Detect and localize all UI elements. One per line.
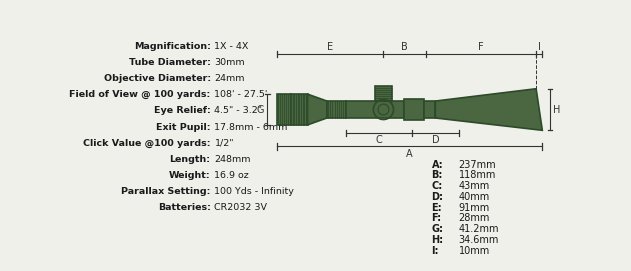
Polygon shape xyxy=(307,94,327,125)
Text: 16.9 oz: 16.9 oz xyxy=(215,171,249,180)
Text: I:: I: xyxy=(432,246,439,256)
Polygon shape xyxy=(292,94,307,125)
Text: 248mm: 248mm xyxy=(215,155,251,164)
Polygon shape xyxy=(404,99,424,120)
Polygon shape xyxy=(424,101,435,118)
Text: 40mm: 40mm xyxy=(459,192,490,202)
Text: 41.2mm: 41.2mm xyxy=(459,224,499,234)
Text: I: I xyxy=(538,42,541,52)
Text: Eye Relief:: Eye Relief: xyxy=(154,107,211,115)
Polygon shape xyxy=(375,86,392,101)
Polygon shape xyxy=(276,94,292,125)
Text: 34.6mm: 34.6mm xyxy=(459,235,499,245)
Text: Tube Diameter:: Tube Diameter: xyxy=(129,58,211,67)
Text: 1/2": 1/2" xyxy=(215,139,234,148)
Text: D:: D: xyxy=(432,192,444,202)
Text: C: C xyxy=(376,135,382,145)
Text: Length:: Length: xyxy=(170,155,211,164)
Text: 4.5" - 3.2": 4.5" - 3.2" xyxy=(215,107,262,115)
Text: 30mm: 30mm xyxy=(215,58,245,67)
Text: G:: G: xyxy=(432,224,444,234)
Text: A: A xyxy=(406,149,413,159)
Text: 237mm: 237mm xyxy=(459,160,496,170)
Text: 10mm: 10mm xyxy=(459,246,490,256)
Text: B:: B: xyxy=(432,170,443,180)
Text: 108' - 27.5': 108' - 27.5' xyxy=(215,90,268,99)
Text: Field of View @ 100 yards:: Field of View @ 100 yards: xyxy=(69,90,211,99)
Text: 91mm: 91mm xyxy=(459,203,490,213)
Text: 100 Yds - Infinity: 100 Yds - Infinity xyxy=(215,187,295,196)
Text: CR2032 3V: CR2032 3V xyxy=(215,204,268,212)
Text: 43mm: 43mm xyxy=(459,181,490,191)
Text: 28mm: 28mm xyxy=(459,214,490,224)
Text: Magnification:: Magnification: xyxy=(134,42,211,51)
Text: D: D xyxy=(432,135,439,145)
Text: 1X - 4X: 1X - 4X xyxy=(215,42,249,51)
Text: Exit Pupil:: Exit Pupil: xyxy=(156,122,211,132)
Polygon shape xyxy=(327,101,346,118)
Text: G: G xyxy=(257,105,264,115)
Text: H:: H: xyxy=(432,235,444,245)
Text: F: F xyxy=(478,42,484,52)
Text: F:: F: xyxy=(432,214,442,224)
Text: C:: C: xyxy=(432,181,443,191)
Text: Parallax Setting:: Parallax Setting: xyxy=(121,187,211,196)
Text: E: E xyxy=(327,42,333,52)
Text: Weight:: Weight: xyxy=(169,171,211,180)
Text: Batteries:: Batteries: xyxy=(158,204,211,212)
Polygon shape xyxy=(435,89,542,130)
Text: H: H xyxy=(553,105,560,115)
Text: A:: A: xyxy=(432,160,443,170)
Text: E:: E: xyxy=(432,203,442,213)
Text: 118mm: 118mm xyxy=(459,170,496,180)
Text: Click Value @100 yards:: Click Value @100 yards: xyxy=(83,139,211,148)
Text: B: B xyxy=(401,42,408,52)
Polygon shape xyxy=(346,101,404,118)
Text: 17.8mm - 6mm: 17.8mm - 6mm xyxy=(215,122,288,132)
Text: 24mm: 24mm xyxy=(215,74,245,83)
Text: Objective Diameter:: Objective Diameter: xyxy=(103,74,211,83)
